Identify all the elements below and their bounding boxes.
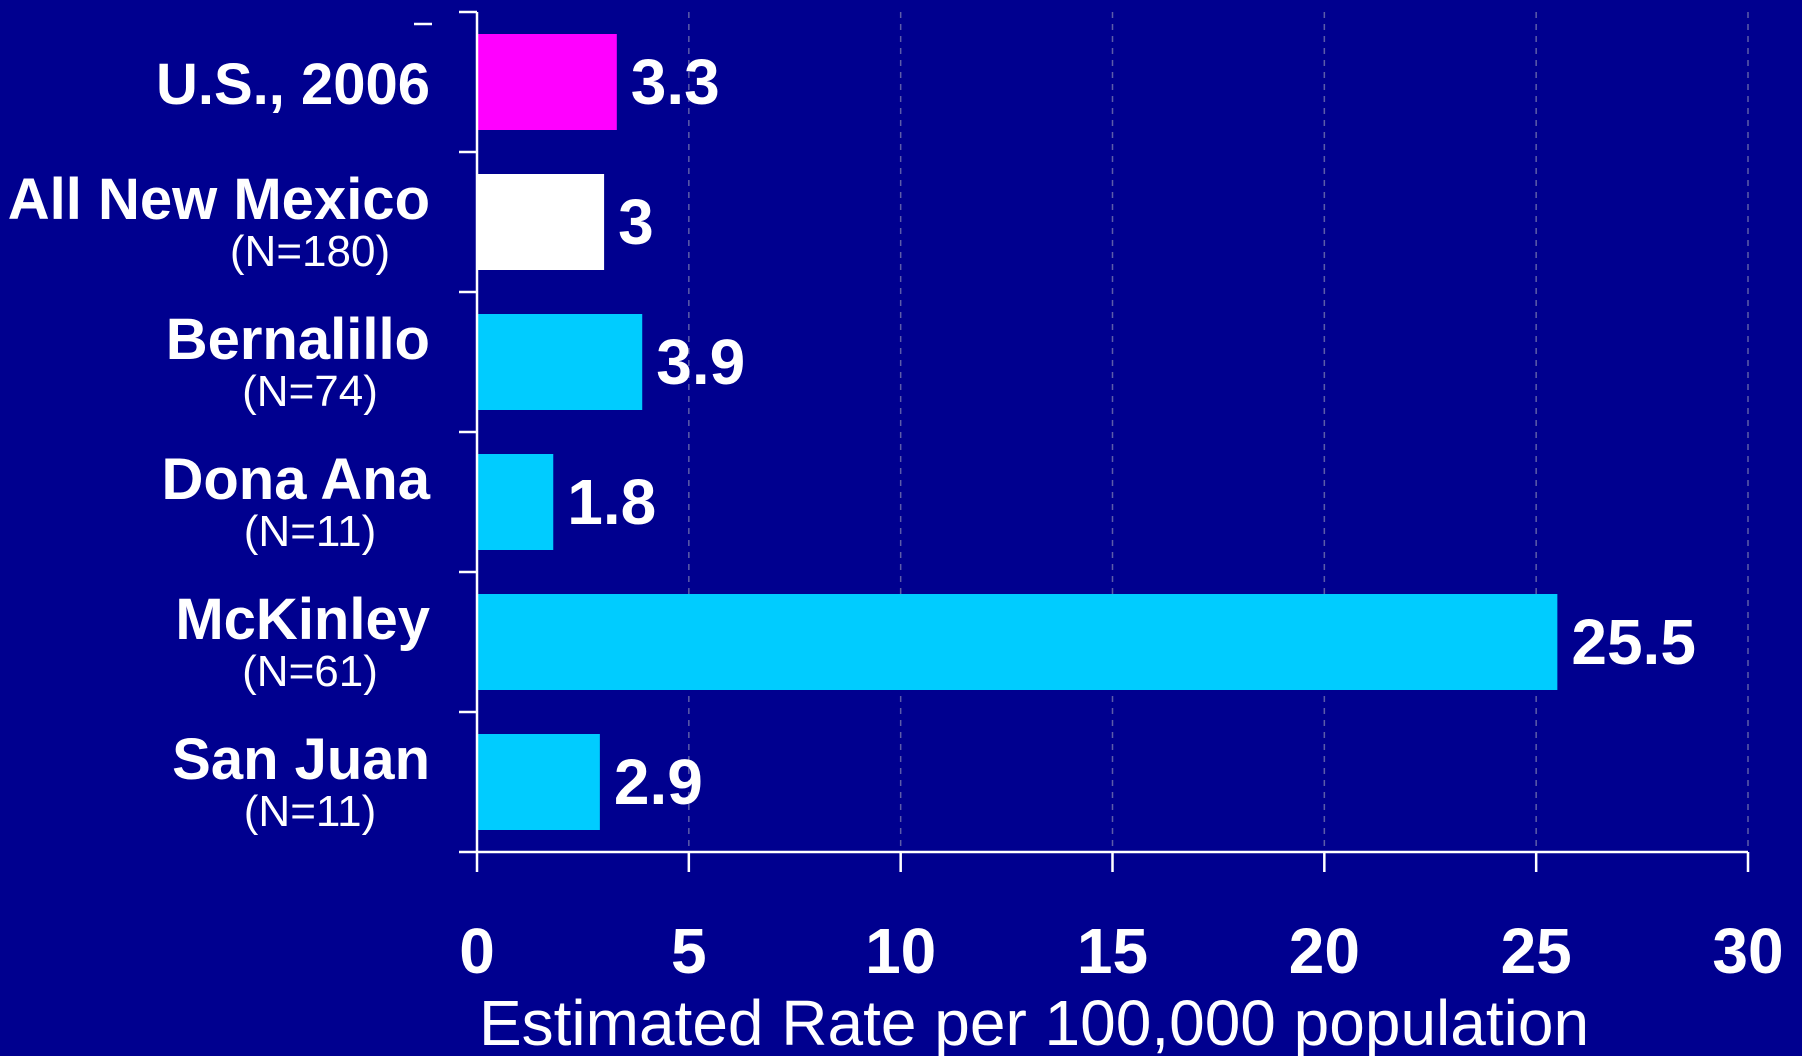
bar-4 — [477, 594, 1558, 690]
x-tick-label-0: 0 — [459, 915, 495, 987]
bar-3 — [477, 454, 554, 550]
bars — [477, 34, 1558, 830]
category-sublabel-4: (N=61) — [242, 647, 378, 696]
data-label-0: 3.3 — [631, 46, 720, 118]
bar-0 — [477, 34, 617, 130]
x-tick-label-15: 15 — [1077, 915, 1148, 987]
x-tick-label-20: 20 — [1289, 915, 1360, 987]
category-label-4: McKinley — [175, 587, 430, 652]
category-sublabel-2: (N=74) — [242, 367, 378, 416]
x-axis-title: Estimated Rate per 100,000 population — [479, 987, 1589, 1056]
category-label-0: U.S., 2006 — [156, 52, 430, 117]
bar-5 — [477, 734, 600, 830]
gridlines — [688, 12, 1749, 852]
category-label-5: San Juan — [172, 727, 430, 792]
x-tick-label-10: 10 — [865, 915, 936, 987]
category-sublabel-1: (N=180) — [230, 227, 390, 276]
labels: 3.3 U.S., 2006 3 All New Mexico(N=180) 3.9 Be… — [8, 46, 1784, 987]
data-label-4: 25.5 — [1571, 606, 1696, 678]
category-label-3: Dona Ana — [161, 447, 430, 512]
x-tick-label-25: 25 — [1501, 915, 1572, 987]
data-label-3: 1.8 — [567, 466, 656, 538]
x-tick-label-30: 30 — [1712, 915, 1783, 987]
category-sublabel-3: (N=11) — [244, 507, 376, 556]
bar-2 — [477, 314, 643, 410]
data-label-1: 3 — [618, 186, 654, 258]
category-label-2: Bernalillo — [166, 307, 430, 372]
category-sublabel-5: (N=11) — [244, 787, 376, 836]
category-label-1: All New Mexico — [8, 167, 430, 232]
data-label-2: 3.9 — [656, 326, 745, 398]
bar-1 — [477, 174, 605, 270]
axes — [414, 10, 1750, 872]
data-label-5: 2.9 — [614, 746, 703, 818]
x-tick-label-5: 5 — [671, 915, 707, 987]
